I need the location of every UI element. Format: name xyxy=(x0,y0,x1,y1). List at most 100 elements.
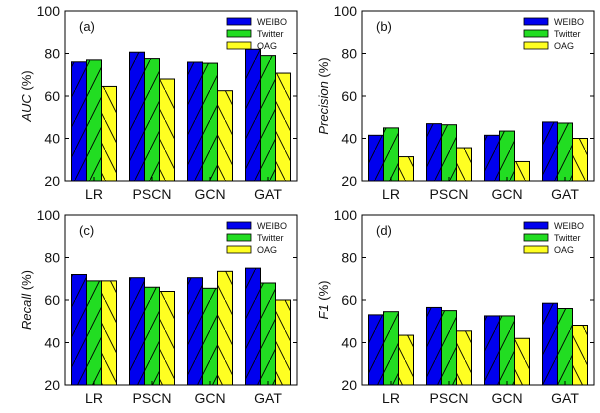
x-tick-label: GAT xyxy=(551,390,579,406)
bar-hatch xyxy=(441,124,457,181)
bar-hatch xyxy=(398,156,414,181)
y-axis-title: Recall (%) xyxy=(19,270,34,330)
bar-hatch xyxy=(383,127,399,181)
bar-hatch xyxy=(71,61,87,181)
legend-label-oag: OAG xyxy=(257,41,277,51)
bar-hatch xyxy=(144,58,160,181)
legend-label-twitter: Twitter xyxy=(554,29,581,39)
x-tick-label: GAT xyxy=(551,186,579,202)
bar-hatch xyxy=(101,86,117,181)
panel-label: (a) xyxy=(79,19,95,34)
y-tick-label: 20 xyxy=(44,173,60,189)
y-axis-unit: (%) xyxy=(316,280,331,300)
bar-hatch xyxy=(398,335,414,385)
y-axis-unit: (%) xyxy=(19,70,34,90)
bar-hatch xyxy=(499,315,515,385)
plot-frame xyxy=(64,214,298,386)
chart-panel-1: 20 40 60 80 100 AUC (%) LR PSCN GCN GAT (a) WEIBO Tw… xyxy=(19,3,298,202)
bar-hatch xyxy=(159,291,175,385)
x-tick-label: PSCN xyxy=(133,186,172,202)
y-axis-title: F1 (%) xyxy=(316,280,331,319)
panel-label: (d) xyxy=(376,223,392,238)
y-tick-label: 80 xyxy=(44,250,60,266)
y-tick-label: 40 xyxy=(341,335,357,351)
x-tick-label: LR xyxy=(85,186,103,202)
legend-label-oag: OAG xyxy=(257,245,277,255)
y-tick-label: 20 xyxy=(341,377,357,393)
bar-hatch xyxy=(484,315,500,385)
bar-hatch xyxy=(557,308,573,385)
x-tick-label: LR xyxy=(382,186,400,202)
bar-hatch xyxy=(217,90,233,181)
legend-label-weibo: WEIBO xyxy=(554,17,584,27)
legend-label-oag: OAG xyxy=(554,41,574,51)
bar-hatch xyxy=(514,161,530,181)
legend-label-weibo: WEIBO xyxy=(257,221,287,231)
bar-hatch xyxy=(441,310,457,385)
legend-label-oag: OAG xyxy=(554,245,574,255)
y-axis-metric: Recall xyxy=(19,290,34,330)
legend-swatch-twitter xyxy=(226,233,252,242)
chart-panel-4: 20 40 60 80 100 F1 (%) LR PSCN GCN GAT (d) WEIBO Twi… xyxy=(316,207,595,406)
legend-swatch-twitter xyxy=(523,29,549,38)
bar-hatch xyxy=(383,311,399,385)
bar-hatch xyxy=(129,277,145,385)
legend-swatch-twitter xyxy=(226,29,252,38)
bar-hatch xyxy=(275,300,291,385)
y-tick-label: 20 xyxy=(44,377,60,393)
bar-hatch xyxy=(368,135,384,181)
x-tick-label: GCN xyxy=(491,390,522,406)
bar-hatch xyxy=(260,55,276,181)
y-tick-label: 100 xyxy=(334,3,358,19)
chart-panel-3: 20 40 60 80 100 Recall (%) LR PSCN GCN GAT (c) WEIB… xyxy=(19,207,298,406)
x-tick-label: GCN xyxy=(194,390,225,406)
x-tick-label: PSCN xyxy=(133,390,172,406)
bar-hatch xyxy=(542,303,558,385)
bar-hatch xyxy=(217,271,233,385)
bar-hatch xyxy=(71,274,87,385)
bar-hatch xyxy=(86,280,102,385)
y-axis-metric: Precision xyxy=(316,78,331,135)
bar-hatch xyxy=(144,287,160,385)
bar-hatch xyxy=(572,138,588,181)
y-tick-label: 40 xyxy=(341,131,357,147)
legend-swatch-oag xyxy=(226,245,252,254)
bar-hatch xyxy=(499,131,515,181)
y-tick-label: 80 xyxy=(44,46,60,62)
legend-label-weibo: WEIBO xyxy=(554,221,584,231)
bar-hatch xyxy=(484,135,500,181)
y-tick-label: 80 xyxy=(341,46,357,62)
legend-swatch-weibo xyxy=(226,17,252,26)
bar-hatch xyxy=(542,121,558,181)
y-tick-label: 100 xyxy=(334,207,358,223)
plot-frame xyxy=(361,10,595,182)
bar-hatch xyxy=(426,307,442,385)
y-axis-title: AUC (%) xyxy=(19,70,34,122)
x-tick-label: GAT xyxy=(254,390,282,406)
y-tick-label: 60 xyxy=(341,292,357,308)
legend-swatch-weibo xyxy=(226,221,252,230)
chart-panel-2: 20 40 60 80 100 Precision (%) LR PSCN GCN GAT (b) W… xyxy=(316,3,595,202)
x-tick-label: PSCN xyxy=(430,186,469,202)
x-tick-label: PSCN xyxy=(430,390,469,406)
panel-label: (c) xyxy=(79,223,94,238)
legend-label-twitter: Twitter xyxy=(554,233,581,243)
bar-hatch xyxy=(202,288,218,385)
y-axis-metric: F1 xyxy=(316,301,331,320)
legend-swatch-oag xyxy=(226,41,252,50)
y-axis-title: Precision (%) xyxy=(316,57,331,134)
legend-swatch-weibo xyxy=(523,221,549,230)
legend-label-twitter: Twitter xyxy=(257,29,284,39)
y-axis-unit: (%) xyxy=(19,270,34,290)
plot-frame xyxy=(361,214,595,386)
x-tick-label: LR xyxy=(85,390,103,406)
bar-hatch xyxy=(245,49,261,181)
legend-label-weibo: WEIBO xyxy=(257,17,287,27)
y-tick-label: 60 xyxy=(44,88,60,104)
bar-hatch xyxy=(245,268,261,385)
y-axis-metric: AUC xyxy=(19,91,34,123)
y-tick-label: 100 xyxy=(37,3,61,19)
bar-hatch xyxy=(86,59,102,181)
bar-hatch xyxy=(514,338,530,385)
y-axis-unit: (%) xyxy=(316,57,331,77)
